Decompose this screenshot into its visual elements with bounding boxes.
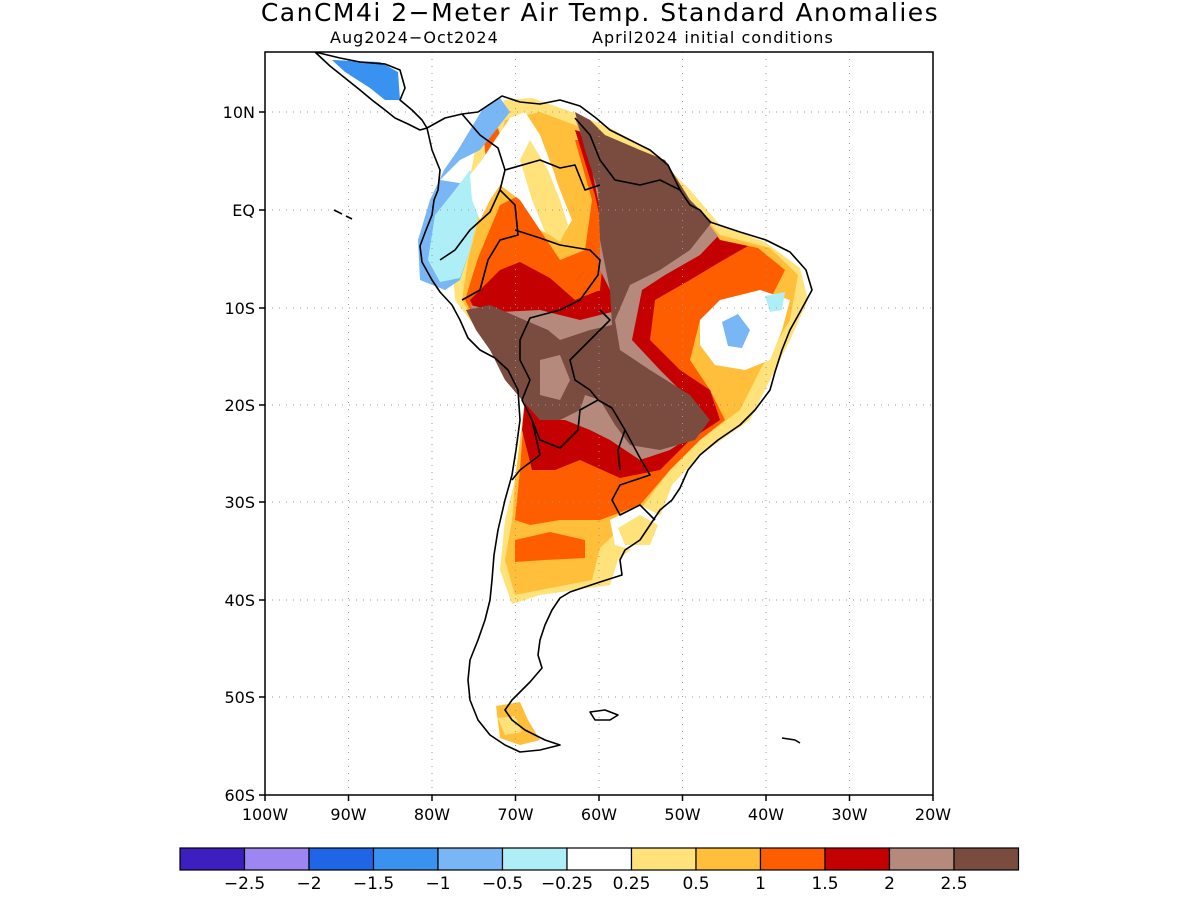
- south-georgia: [781, 737, 801, 744]
- colorbar-label: −2: [296, 874, 321, 894]
- colorbar-swatch: [953, 847, 1020, 871]
- venezuela-yellow: [520, 140, 568, 242]
- lon-label: 30W: [831, 805, 867, 824]
- galapagos: [333, 209, 353, 220]
- lat-label: 10S: [224, 299, 255, 318]
- colorbar-label: 2: [884, 874, 895, 894]
- colorbar-swatch: [243, 847, 310, 871]
- lon-label: 80W: [414, 805, 450, 824]
- colorbar-label: 2.5: [940, 874, 967, 894]
- colorbar-label: −1.5: [353, 874, 394, 894]
- colorbar-label: −2.5: [224, 874, 265, 894]
- uruguay-yellow: [618, 515, 658, 545]
- ne-brazil-light-cool: [765, 292, 785, 312]
- colorbar-swatch: [630, 847, 697, 871]
- lat-label: 60S: [224, 786, 255, 805]
- coastlines: [314, 52, 813, 753]
- forecast-period: Aug2024−Oct2024: [330, 28, 499, 47]
- colorbar-label: 1.5: [811, 874, 838, 894]
- colorbar-swatch: [824, 847, 891, 871]
- axis-ticks: [259, 111, 934, 801]
- central-america-coast: [314, 52, 428, 131]
- colorbar-swatch: [308, 847, 375, 871]
- lon-label: 70W: [497, 805, 533, 824]
- colorbar-swatch: [437, 847, 504, 871]
- lon-label: 20W: [915, 805, 951, 824]
- lon-label: 90W: [330, 805, 366, 824]
- anomaly-25-inner-pocket: [540, 355, 570, 400]
- colorbar-label: −1: [425, 874, 450, 894]
- colorbar-label: −0.25: [541, 874, 593, 894]
- colorbar-swatch: [501, 847, 568, 871]
- lat-label: 40S: [224, 591, 255, 610]
- lon-label: 100W: [242, 805, 289, 824]
- colorbar-swatch: [372, 847, 439, 871]
- anomaly-3-region: [466, 112, 712, 450]
- colorbar-swatch: [888, 847, 955, 871]
- colorbar-swatch: [566, 847, 633, 871]
- lat-label: EQ: [232, 201, 255, 220]
- colorbar-label: 1: [755, 874, 766, 894]
- patagonia-tip-light: [498, 716, 522, 735]
- lat-label: 30S: [224, 493, 255, 512]
- colorbar-label: 0.25: [613, 874, 651, 894]
- south-america-coast: [419, 95, 813, 753]
- lat-label: 50S: [224, 688, 255, 707]
- map-title: CanCM4i 2−Meter Air Temp. Standard Anoma…: [260, 0, 940, 27]
- lon-label: 60W: [581, 805, 617, 824]
- lat-label: 20S: [224, 396, 255, 415]
- colorbar-label: −0.5: [482, 874, 523, 894]
- lon-label: 50W: [664, 805, 700, 824]
- borders: [439, 113, 681, 521]
- falklands: [589, 709, 619, 721]
- anomaly-fills: [332, 60, 808, 745]
- colorbar-label: 0.5: [682, 874, 709, 894]
- initial-conditions: April2024 initial conditions: [592, 28, 834, 47]
- colorbar-swatch: [179, 847, 246, 871]
- northwest-light-cool: [428, 170, 480, 282]
- colorbar-swatch: [759, 847, 826, 871]
- gridlines: [265, 52, 933, 795]
- lat-label: 10N: [223, 103, 255, 122]
- central-america-cold: [332, 60, 400, 100]
- lon-label: 40W: [748, 805, 784, 824]
- ne-brazil-cool: [722, 314, 750, 348]
- anomaly-15-south-band: [515, 532, 585, 562]
- colorbar-swatch: [695, 847, 762, 871]
